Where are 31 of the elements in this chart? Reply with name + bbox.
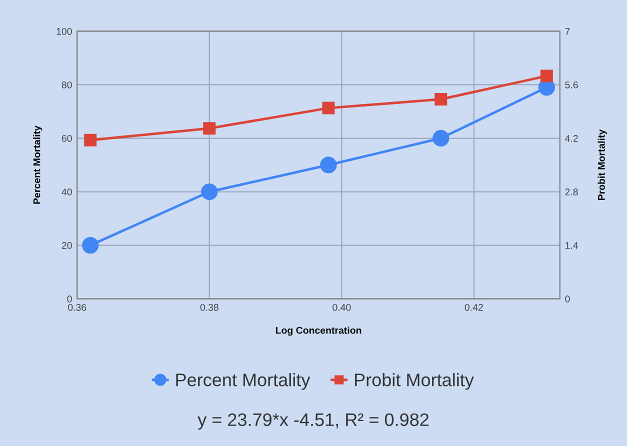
y2-tick-label: 2.8	[565, 188, 578, 196]
point	[320, 156, 337, 174]
point	[540, 70, 553, 82]
y2-tick-label: 7	[565, 28, 570, 35]
point	[84, 134, 97, 146]
legend-label: Percent Mortality	[176, 373, 310, 390]
x-axis-title: Log Concentration	[276, 326, 362, 336]
point	[201, 183, 218, 200]
x-tick-label: 0.40	[332, 304, 351, 311]
point	[322, 102, 335, 114]
point	[434, 93, 448, 106]
y-tick-label: 60	[62, 134, 72, 142]
y-axis-title: Percent Mortality	[33, 126, 42, 204]
x-tick-label: 0.38	[200, 304, 218, 311]
point	[203, 122, 216, 135]
y2-tick-label: 4.2	[564, 134, 578, 142]
point	[432, 130, 450, 147]
point	[82, 236, 99, 254]
y2-axis-title: Probit Mortality	[598, 129, 607, 200]
y-tick-label: 0	[67, 296, 72, 302]
legend-label: Probit Mortality	[355, 373, 474, 390]
y2-tick-label: 1.4	[566, 242, 578, 249]
x-tick-label: 0.42	[464, 304, 483, 311]
y-tick-label: 80	[62, 81, 72, 88]
y-tick-label: 40	[62, 188, 72, 196]
y-tick-label: 100	[56, 28, 72, 35]
y2-tick-label: 5.6	[565, 81, 578, 88]
x-tick-label: 0.36	[68, 304, 86, 311]
y2-tick-label: 0	[565, 296, 570, 302]
text: y = 23.79*x -4.51, R² = 0.982	[198, 413, 429, 430]
y-tick-label: 20	[62, 242, 72, 249]
